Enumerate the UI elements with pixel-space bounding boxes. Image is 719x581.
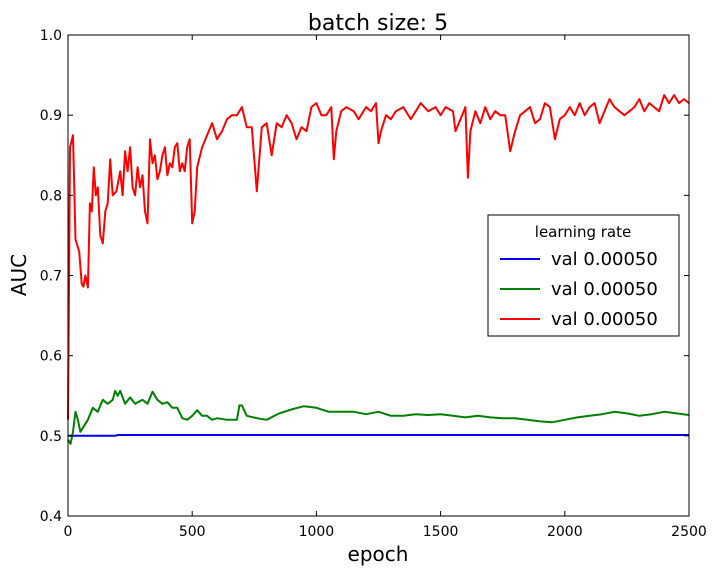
axis-ticks: 0 500 1000 1500 2000 2500 0.4 0.5 0.6 0.7 0.8 0.9 1.…: [40, 28, 707, 540]
series-line-3: [67, 94, 690, 420]
series-line-2: [67, 389, 690, 445]
y-tick-label: 0.9: [40, 108, 62, 124]
y-tick-label: 0.8: [40, 188, 62, 204]
x-tick-label: 0: [64, 524, 73, 540]
x-axis-label: epoch: [348, 542, 409, 566]
series-layer: [67, 94, 690, 445]
legend-label-3: val 0.00050: [551, 309, 658, 330]
y-tick-label: 0.6: [40, 349, 62, 365]
legend-entries: val 0.00050 val 0.00050 val 0.00050: [500, 249, 658, 330]
y-tick-label: 0.5: [40, 429, 62, 445]
x-tick-label: 500: [179, 524, 206, 540]
x-tick-label: 1000: [299, 524, 335, 540]
x-tick-label: 2000: [547, 524, 583, 540]
legend-box: [487, 214, 680, 337]
x-tick-label: 1500: [423, 524, 459, 540]
series-line-1: [68, 434, 689, 437]
legend-label-1: val 0.00050: [551, 249, 658, 270]
chart-title: batch size: 5: [308, 11, 448, 36]
y-tick-label: 1.0: [40, 28, 62, 44]
x-tick-label: 2500: [671, 524, 707, 540]
y-tick-label: 0.7: [40, 269, 62, 285]
y-tick-label: 0.4: [40, 509, 62, 525]
legend-label-2: val 0.00050: [551, 279, 658, 300]
legend-title: learning rate: [535, 223, 631, 241]
y-axis-label: AUC: [7, 254, 31, 296]
